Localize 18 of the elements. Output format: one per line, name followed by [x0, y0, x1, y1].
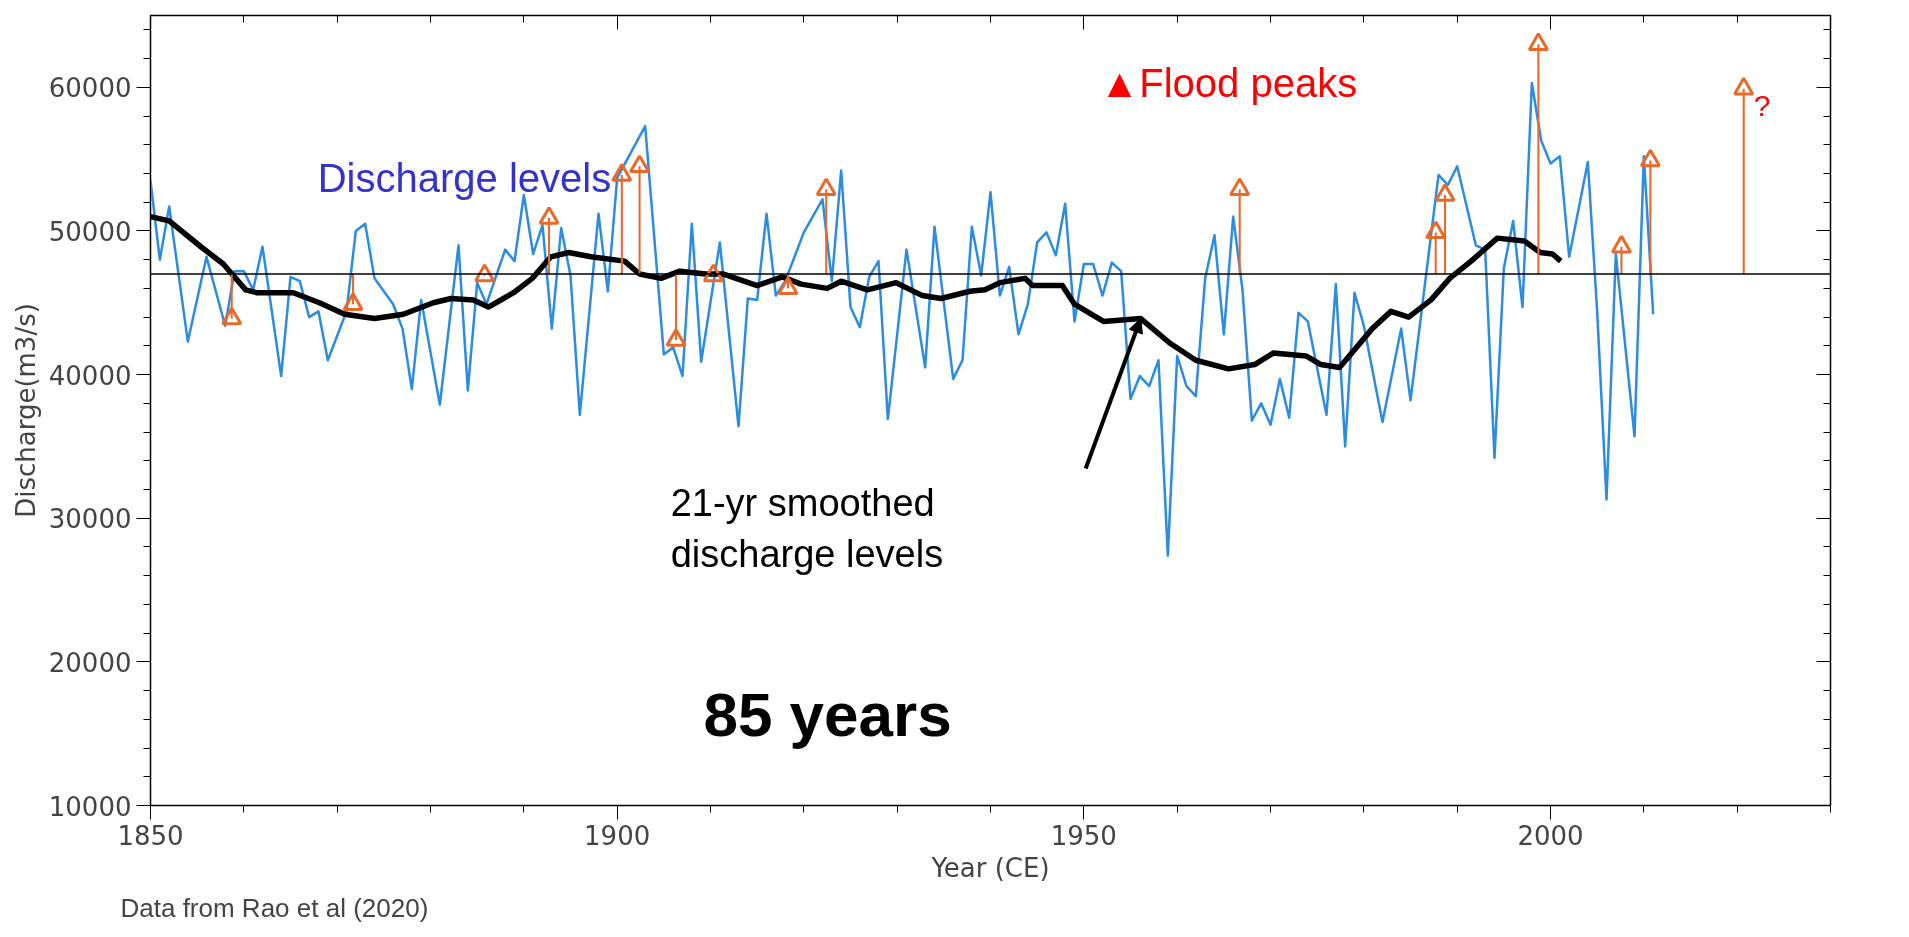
annotation: ▲Flood peaks	[1099, 60, 1358, 105]
x-tick-label: 1850	[117, 820, 184, 851]
annotation: 21-yr smoothed discharge levels	[670, 482, 944, 575]
y-axis-title: Discharge(m3/s)	[10, 303, 41, 518]
y-tick-label: 10000	[48, 791, 132, 822]
x-tick-label: 1950	[1050, 820, 1117, 851]
x-axis-title: Year (CE)	[930, 852, 1050, 883]
text: Data from Rao et al (2020)	[120, 892, 429, 923]
annotation: 85 years	[703, 680, 952, 750]
y-tick-label: 60000	[48, 73, 132, 104]
y-tick-label: 30000	[48, 504, 132, 535]
y-tick-label: 20000	[48, 647, 132, 678]
annotation: ?	[1753, 88, 1771, 122]
y-tick-label: 50000	[48, 216, 132, 247]
annotation: Discharge levels	[317, 155, 612, 200]
x-tick-label: 2000	[1517, 820, 1584, 851]
y-tick-label: 40000	[48, 360, 132, 391]
x-tick-label: 1900	[584, 820, 651, 851]
